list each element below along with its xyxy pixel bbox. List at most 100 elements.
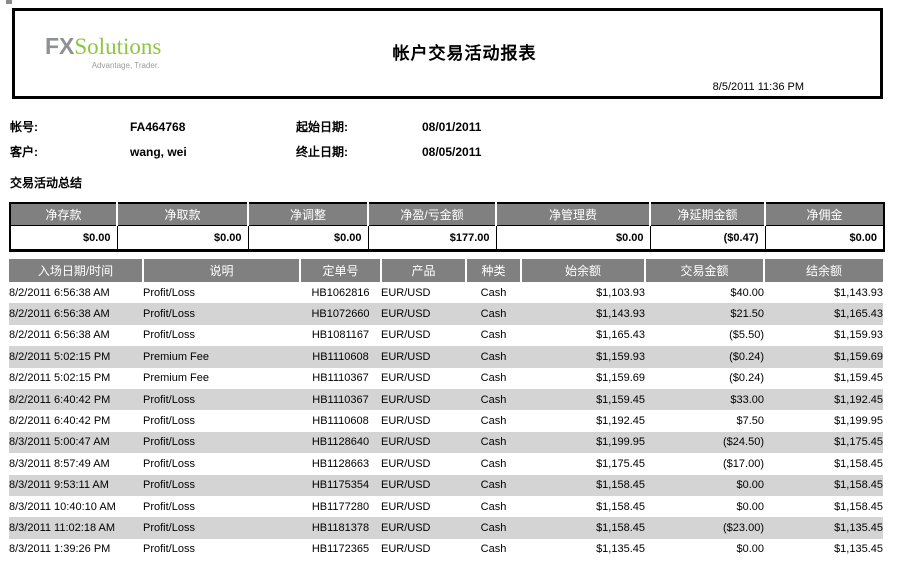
table-row: 8/3/2011 8:57:49 AM Profit/Loss HB112866… <box>9 453 883 475</box>
cell-description: Profit/Loss <box>143 543 195 556</box>
cell-description: Profit/Loss <box>143 500 195 513</box>
client-name-label: 客户: <box>10 145 38 159</box>
cell-order-id: HB1175354 <box>311 479 370 492</box>
cell-description: Profit/Loss <box>143 415 195 428</box>
cell-type: Cash <box>480 543 507 556</box>
cell-datetime: 8/3/2011 1:39:26 PM <box>9 543 111 556</box>
cell-end-balance: $1,165.43 <box>834 308 883 321</box>
table-row: 8/3/2011 1:39:26 PM Profit/Loss HB117236… <box>9 538 883 561</box>
cell-datetime: 8/3/2011 10:40:10 AM <box>9 500 116 513</box>
cell-order-id: HB1110367 <box>312 372 369 385</box>
cell-order-id: HB1081167 <box>311 329 370 342</box>
cell-end-balance: $1,159.93 <box>834 329 883 342</box>
corner-artifact <box>6 0 12 4</box>
cell-amount: $33.00 <box>730 393 764 406</box>
summary-col-net-pl: 净盈/亏金额 <box>368 203 497 226</box>
summary-net-mgmt-fee-value: $0.00 <box>496 225 651 251</box>
cell-begin-balance: $1,158.45 <box>596 500 645 513</box>
cell-product: EUR/USD <box>381 308 431 321</box>
end-date-label: 终止日期: <box>296 145 348 159</box>
summary-net-deposits-value: $0.00 <box>10 225 118 251</box>
cell-type: Cash <box>480 393 507 406</box>
summary-col-net-deposits: 净存款 <box>10 203 118 226</box>
cell-type: Cash <box>480 457 507 470</box>
fx-solutions-logo: FXSolutions Advantage, Trader. <box>45 33 161 70</box>
cell-amount: ($0.24) <box>729 372 764 385</box>
cell-datetime: 8/3/2011 5:00:47 AM <box>9 436 110 449</box>
cell-type: Cash <box>480 308 507 321</box>
cell-description: Profit/Loss <box>143 308 195 321</box>
table-row: 8/2/2011 6:40:42 PM Profit/Loss HB111036… <box>9 388 883 411</box>
cell-order-id: HB1172365 <box>311 543 370 556</box>
activity-col-amount: 交易金额 <box>645 259 765 282</box>
cell-amount: $0.00 <box>736 500 764 513</box>
cell-description: Profit/Loss <box>143 479 195 492</box>
summary-col-net-adjustments: 净调整 <box>248 203 369 226</box>
cell-order-id: HB1128640 <box>311 436 370 449</box>
cell-begin-balance: $1,165.43 <box>596 329 645 342</box>
cell-amount: ($5.50) <box>729 329 764 342</box>
cell-description: Premium Fee <box>143 350 210 363</box>
cell-begin-balance: $1,159.69 <box>596 372 645 385</box>
cell-description: Profit/Loss <box>143 521 195 534</box>
cell-amount: ($17.00) <box>723 457 764 470</box>
cell-product: EUR/USD <box>381 500 431 513</box>
activity-col-description: 说明 <box>143 259 301 282</box>
table-row: 8/3/2011 5:00:47 AM Profit/Loss HB112864… <box>9 431 883 454</box>
summary-header-row: 净存款 净取款 净调整 净盈/亏金额 净管理费 净延期金额 净佣金 <box>10 203 884 226</box>
cell-description: Profit/Loss <box>143 329 195 342</box>
cell-datetime: 8/2/2011 5:02:15 PM <box>9 372 111 385</box>
logo-tagline: Advantage, Trader. <box>91 61 160 70</box>
cell-begin-balance: $1,158.45 <box>596 479 645 492</box>
cell-end-balance: $1,175.45 <box>834 436 883 449</box>
cell-end-balance: $1,159.69 <box>834 350 883 363</box>
cell-begin-balance: $1,192.45 <box>596 415 645 428</box>
account-number-label: 帐号: <box>10 120 38 134</box>
cell-end-balance: $1,158.45 <box>834 479 883 492</box>
start-date-label: 起始日期: <box>296 120 348 134</box>
cell-order-id: HB1072660 <box>311 308 370 321</box>
summary-net-commission-value: $0.00 <box>849 231 877 244</box>
cell-order-id: HB1181378 <box>311 521 370 534</box>
activity-col-type: 种类 <box>466 259 522 282</box>
table-row: 8/3/2011 11:02:18 AM Profit/Loss HB11813… <box>9 517 883 539</box>
table-row: 8/2/2011 5:02:15 PM Premium Fee HB111060… <box>9 346 883 368</box>
cell-description: Profit/Loss <box>143 457 195 470</box>
cell-begin-balance: $1,159.45 <box>596 393 645 406</box>
client-name-value: wang, wei <box>130 145 187 159</box>
table-row: 8/3/2011 10:40:10 AM Profit/Loss HB11772… <box>9 495 883 518</box>
cell-begin-balance: $1,199.95 <box>596 436 645 449</box>
cell-begin-balance: $1,158.45 <box>596 521 645 534</box>
activity-col-datetime: 入场日期/时间 <box>9 259 144 282</box>
cell-product: EUR/USD <box>381 393 431 406</box>
cell-begin-balance: $1,103.93 <box>596 286 645 299</box>
cell-end-balance: $1,192.45 <box>834 393 883 406</box>
cell-type: Cash <box>480 500 507 513</box>
cell-begin-balance: $1,135.45 <box>596 543 645 556</box>
cell-order-id: HB1110608 <box>312 415 369 428</box>
cell-type: Cash <box>480 286 507 299</box>
cell-description: Profit/Loss <box>143 436 195 449</box>
cell-begin-balance: $1,159.93 <box>596 350 645 363</box>
cell-begin-balance: $1,175.45 <box>596 457 645 470</box>
cell-product: EUR/USD <box>381 479 431 492</box>
logo-fx-text: FX <box>45 33 75 59</box>
cell-begin-balance: $1,143.93 <box>596 308 645 321</box>
table-row: 8/2/2011 6:56:38 AM Profit/Loss HB107266… <box>9 303 883 325</box>
cell-datetime: 8/2/2011 6:40:42 PM <box>9 415 111 428</box>
cell-description: Profit/Loss <box>143 286 195 299</box>
cell-end-balance: $1,135.45 <box>834 521 883 534</box>
cell-order-id: HB1062816 <box>311 286 370 299</box>
cell-datetime: 8/2/2011 6:56:38 AM <box>9 286 110 299</box>
cell-order-id: HB1110608 <box>312 350 369 363</box>
cell-type: Cash <box>480 329 507 342</box>
summary-col-net-commission: 净佣金 <box>765 203 884 226</box>
cell-amount: $0.00 <box>736 543 764 556</box>
table-row: 8/3/2011 9:53:11 AM Profit/Loss HB117535… <box>9 474 883 496</box>
summary-net-rollover-value: ($0.47) <box>650 225 766 251</box>
cell-product: EUR/USD <box>381 543 431 556</box>
cell-amount: $40.00 <box>730 286 764 299</box>
account-info: 帐号: FA464768 起始日期: 08/01/2011 客户: wang, … <box>10 119 481 160</box>
table-row: 8/2/2011 6:56:38 AM Profit/Loss HB106281… <box>9 282 883 304</box>
